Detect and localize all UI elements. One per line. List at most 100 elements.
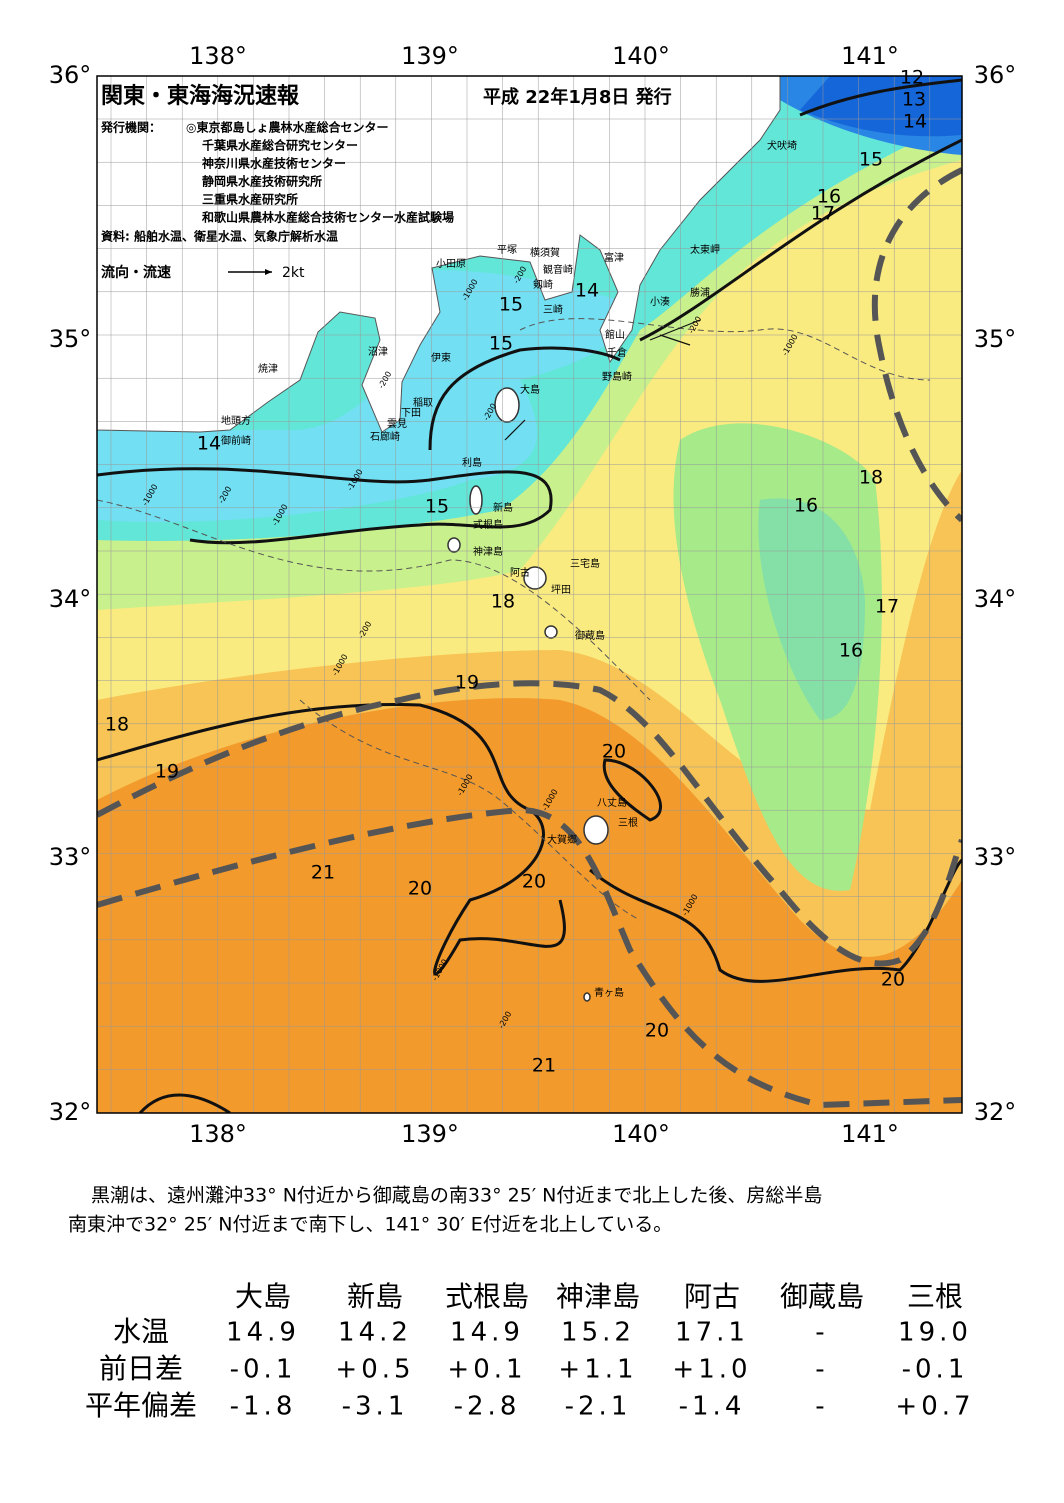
lon-label: 140° [612,1120,670,1148]
place-name: 式根島 [473,518,503,531]
publisher: 静岡県水産技術研究所 [202,174,322,189]
place-name: 館山 [605,328,625,341]
issue-date: 平成 22年1月8日 発行 [483,86,672,108]
map-title: 関東・東海海況速報 [101,83,300,109]
place-name: 地頭方 [221,414,251,427]
lat-label: 34° [49,585,92,613]
cell: 14.2 [338,1318,412,1348]
lat-label: 32° [49,1098,92,1126]
contour-label: 14 [903,111,927,133]
place-name: 石廊崎 [370,430,400,443]
cell: 15.2 [561,1318,635,1348]
lat-label: 33° [974,843,1017,871]
contour-label: 20 [602,741,626,763]
place-name: 下田 [401,408,421,419]
contour-label: 13 [902,89,926,111]
cell: - [815,1318,828,1348]
sea-zone [97,270,626,522]
place-name: 剱崎 [533,278,553,291]
lon-label: 141° [841,1120,899,1148]
islands [447,387,609,1002]
place-name: 沼津 [368,345,388,358]
place-name: 横須賀 [530,246,560,259]
contour-label: 14 [197,433,221,455]
contour-label: 19 [455,672,479,694]
contour-label: 15 [425,496,449,518]
place-name: 八丈島 [597,796,627,809]
cell: 17.1 [675,1318,749,1348]
cell: +0.5 [335,1355,414,1385]
publisher: 和歌山県農林水産総合技術センター水産試験場 [201,210,454,225]
contour-label: 18 [859,467,883,489]
sea-zone [758,498,865,720]
contour-label: 15 [859,149,883,171]
column-header: 三根 [907,1280,963,1313]
contour-label: 20 [645,1020,669,1042]
publisher: 神奈川県水産技術センター [202,156,346,171]
place-name: 利島 [462,456,482,469]
lat-label: 36° [49,61,92,89]
contour-label: 15 [499,294,523,316]
cell: +1.1 [558,1355,637,1385]
contour-label: 12 [900,67,924,89]
place-name: 青ヶ島 [594,986,624,999]
sea-zone [800,76,962,137]
place-name: 三崎 [543,303,563,316]
place-name: 雲見 [387,418,407,430]
lat-label: 32° [974,1098,1017,1126]
place-name: 太東岬 [690,243,720,256]
lon-label: 138° [189,1120,247,1148]
cell: -0.1 [902,1355,969,1385]
lon-label: 139° [401,42,459,70]
contour-label: 21 [532,1055,556,1077]
place-name: 大島 [520,383,540,396]
cell: +1.0 [672,1355,751,1385]
contour-label: 20 [881,969,905,991]
place-name: 大賀郷 [547,833,577,846]
column-header: 新島 [347,1280,403,1313]
isotherms [97,78,962,1113]
cell: 19.0 [898,1318,972,1348]
place-name: 阿古 [510,566,530,579]
place-name: 伊東 [431,351,451,364]
legend-label: 流向・流速 [101,264,171,281]
place-name: 小湊 [650,295,670,308]
lat-label: 36° [974,61,1017,89]
place-name: 千倉 [607,346,627,359]
place-name: 新島 [493,501,513,514]
contour-label: 16 [839,640,863,662]
cell: 14.9 [450,1318,524,1348]
cell: -1.8 [230,1392,297,1422]
publisher: 三重県水産研究所 [202,192,298,207]
contour-label: 17 [811,203,835,225]
cell: -3.1 [342,1392,409,1422]
lat-label: 33° [49,843,92,871]
place-name: 稲取 [413,397,433,409]
place-name: 三宅島 [570,557,600,570]
column-header: 神津島 [556,1280,640,1313]
place-name: 御蔵島 [575,629,605,642]
cell: - [815,1392,828,1422]
place-name: 神津島 [473,545,503,558]
contour-label: 18 [105,714,129,736]
place-name: 勝浦 [690,286,710,299]
contour-label: 15 [489,333,513,355]
place-name: 野島崎 [602,370,632,383]
kuroshio-axis [97,167,962,1109]
cell: -2.8 [454,1392,521,1422]
contour-label: 16 [817,186,841,208]
contour-label: 20 [408,878,432,900]
contour-label: 21 [311,862,335,884]
contour-label: 17 [875,596,899,618]
cell: +0.7 [895,1392,974,1422]
source: 資料: 船舶水温、衛星水温、気象庁解析水温 [101,229,338,244]
contour-label: 19 [155,761,179,783]
place-name: 平塚 [497,244,517,256]
contour-label: 16 [794,495,818,517]
lon-label: 139° [401,1120,459,1148]
place-name: 三根 [618,816,638,829]
legend-speed: 2kt [282,265,305,281]
place-name: 富津 [604,251,624,264]
